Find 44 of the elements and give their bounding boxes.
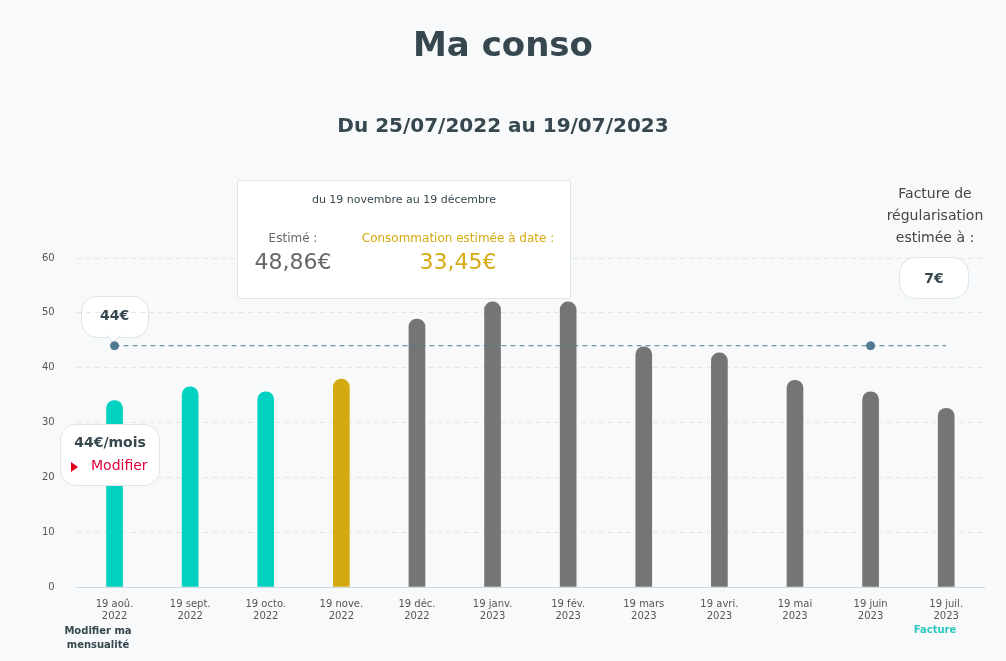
bar: [484, 301, 501, 587]
y-tick-label: 30: [41, 416, 55, 428]
text: Facture de régularisation estimée à :: [886, 185, 984, 245]
annotation: 33,45€: [419, 249, 497, 274]
x-tick-label: 19 mai 2023: [777, 597, 813, 621]
y-tick-label: 10: [41, 525, 55, 537]
x-tick-label: 19 juin 2023: [853, 597, 888, 621]
y-tick-label: 40: [41, 361, 55, 373]
bar: [786, 379, 804, 587]
y-tick-label: 20: [41, 470, 55, 482]
x-tick-label: 19 sept. 2022: [169, 597, 211, 621]
chart-title: Ma conso: [412, 24, 594, 64]
tooltip-card: du 19 novembre au 19 décembre Estimé : 48,86€ Consommation estimée à date : 33,45€: [237, 180, 571, 299]
annotation: 7€: [924, 270, 944, 286]
annotation: Modifier: [91, 457, 148, 473]
x-tick-label: 19 janv. 2023: [472, 597, 513, 621]
annotation: 44€/mois: [74, 434, 146, 450]
speech-bubble: 44€/mois Modifier: [60, 424, 160, 486]
bar: [333, 378, 350, 587]
bar: [181, 386, 199, 587]
x-tick-label: 19 fév. 2023: [551, 597, 586, 621]
bar: [559, 301, 577, 587]
annotation: 48,86€: [254, 249, 332, 274]
text: Modifier ma mensualité: [64, 625, 132, 650]
y-tick-label: 60: [41, 251, 55, 263]
text: Facture: [913, 624, 957, 635]
bar: [408, 318, 426, 587]
x-tick-label: 19 avri. 2023: [700, 597, 739, 621]
bar: [635, 346, 653, 587]
x-tick-label: 19 déc. 2022: [398, 597, 436, 621]
x-tick-label: 19 juil. 2023: [929, 597, 964, 621]
x-tick-label: 19 octo. 2022: [245, 597, 287, 621]
x-tick-label: 19 nove. 2022: [319, 597, 364, 621]
bar: [937, 407, 955, 587]
y-tick-label: 0: [48, 580, 55, 592]
x-tick-label: 19 mars 2023: [623, 597, 665, 621]
x-tick-label: 19 aoû. 2022: [95, 597, 134, 621]
bar: [711, 352, 728, 587]
speech-bubble: 7€: [899, 257, 969, 299]
chart-subtitle: Du 25/07/2022 au 19/07/2023: [336, 113, 670, 137]
bar: [257, 391, 275, 587]
bar: [862, 391, 879, 587]
y-tick-label: 50: [41, 306, 55, 318]
ref-line-label: 44€: [99, 307, 130, 324]
